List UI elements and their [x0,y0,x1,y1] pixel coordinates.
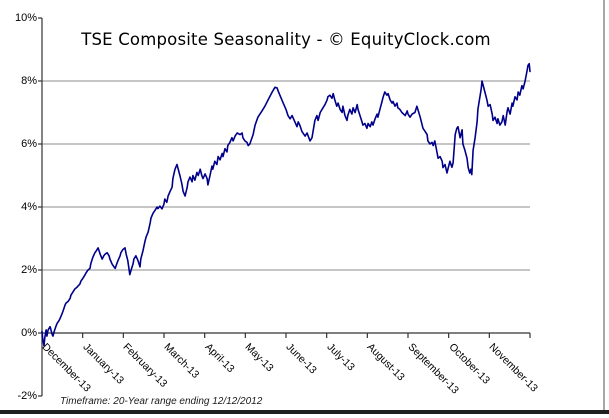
y-tick-label: 4% [21,200,37,213]
y-tick-label: 10% [14,11,37,24]
y-tick-label: -2% [17,389,37,402]
chart-title: TSE Composite Seasonality - © EquityCloc… [81,30,491,49]
frame-bottom-edge [0,410,609,414]
seasonality-line [41,62,531,347]
y-tick-label: 0% [21,326,37,339]
y-tick-label: 8% [21,74,37,87]
frame-right-edge [603,0,605,411]
y-tick-label: 2% [21,263,37,276]
y-tick-label: 6% [21,137,37,150]
timeframe-note: Timeframe: 20-Year range ending 12/12/20… [60,396,263,407]
